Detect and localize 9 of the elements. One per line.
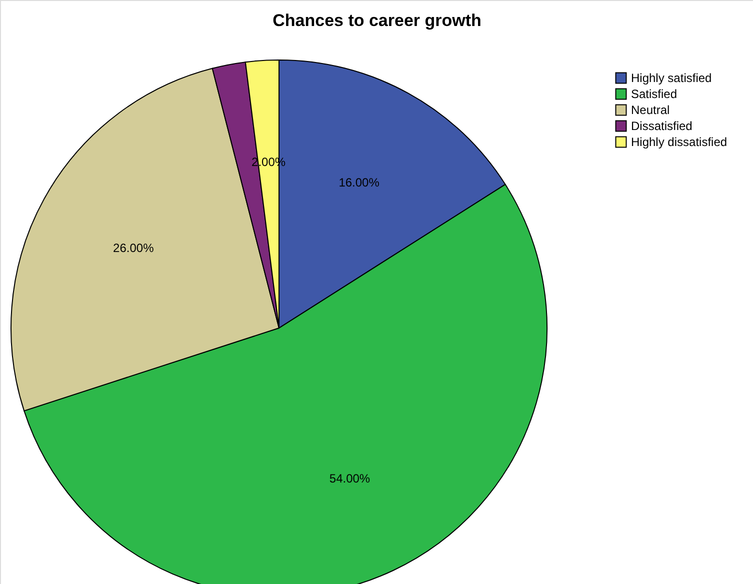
legend-label: Highly dissatisfied — [631, 135, 728, 149]
data-label: 54.00% — [329, 471, 370, 486]
legend-label: Satisfied — [631, 87, 678, 101]
legend-label: Highly satisfied — [631, 71, 712, 85]
chart-title: Chances to career growth — [272, 11, 482, 30]
data-label: 26.00% — [113, 240, 154, 255]
legend-label: Dissatisfied — [631, 119, 692, 133]
legend-label: Neutral — [631, 103, 670, 117]
data-label: 16.00% — [338, 175, 380, 190]
